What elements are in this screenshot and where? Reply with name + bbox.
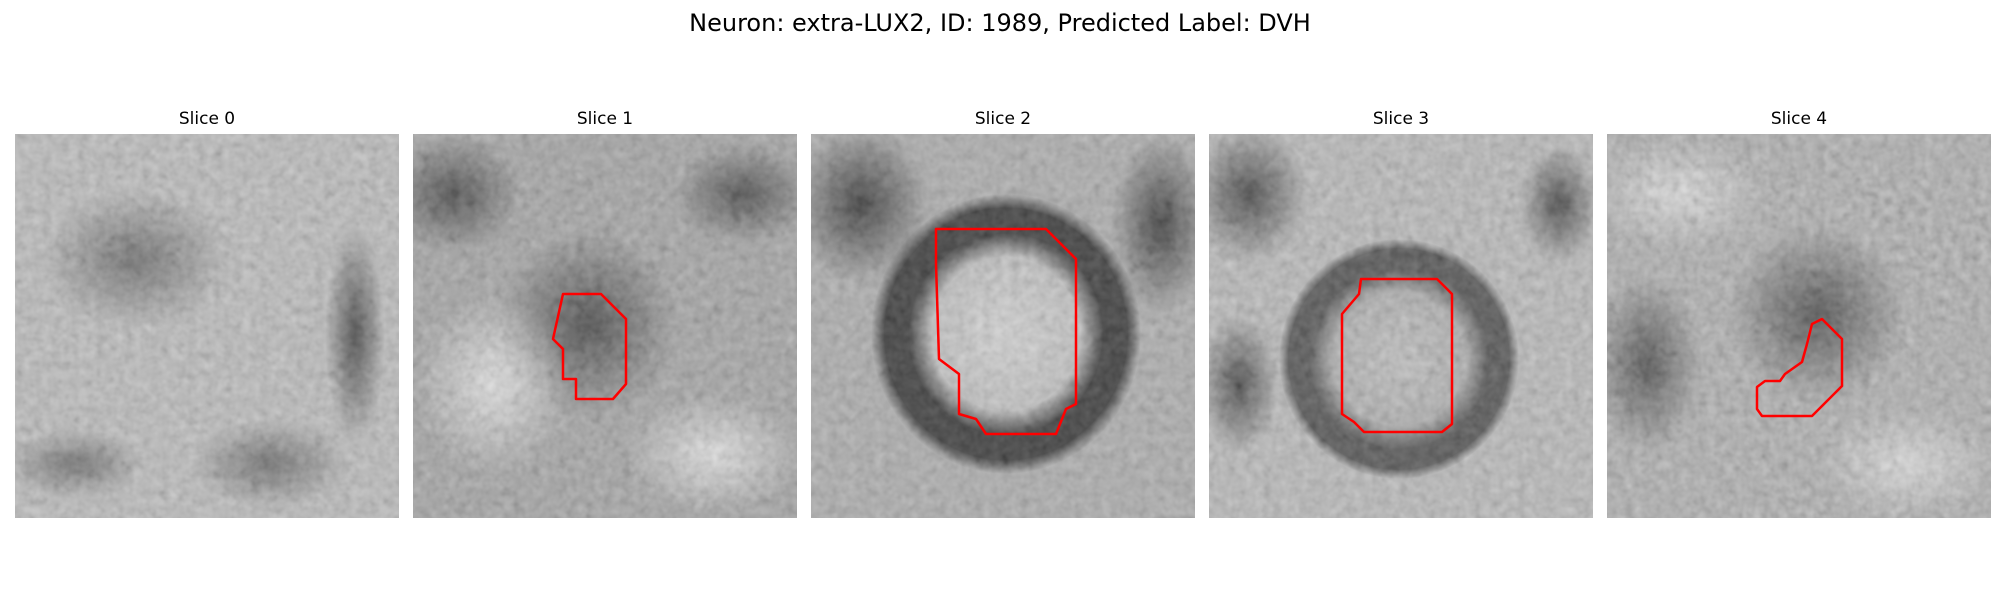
slice-title: Slice 2 (974, 109, 1032, 129)
figure-title: Neuron: extra-LUX2, ID: 1989, Predicted … (689, 9, 1311, 37)
slice-panel-1: Slice 1 (413, 108, 797, 518)
slice-title: Slice 4 (1770, 109, 1828, 129)
mask-contour (1755, 317, 1844, 418)
slice-title: Slice 1 (576, 109, 634, 129)
slice-panel-2: Slice 2 (811, 108, 1195, 518)
slice-title: Slice 0 (178, 109, 236, 129)
slice-panel-0: Slice 0 (15, 108, 399, 518)
slice-panel-4: Slice 4 (1607, 108, 1991, 518)
slice-panel-3: Slice 3 (1209, 108, 1593, 518)
slice-title: Slice 3 (1372, 109, 1430, 129)
slice-image (413, 134, 797, 518)
slice-image (1607, 134, 1991, 518)
slice-image (15, 134, 399, 518)
slice-image (1209, 134, 1593, 518)
mask-contour (1340, 277, 1454, 434)
mask-contour (551, 292, 628, 401)
slice-image (811, 134, 1195, 518)
mask-contour (934, 227, 1078, 436)
